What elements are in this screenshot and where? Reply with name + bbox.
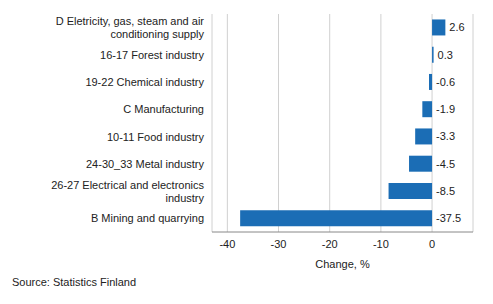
svg-text:0: 0: [429, 238, 435, 250]
svg-text:19-22 Chemical industry: 19-22 Chemical industry: [85, 76, 204, 88]
svg-text:-20: -20: [322, 238, 338, 250]
svg-text:C Manufacturing: C Manufacturing: [123, 103, 204, 115]
svg-text:-0.6: -0.6: [436, 76, 455, 88]
svg-text:10-11 Food industry: 10-11 Food industry: [107, 131, 205, 143]
svg-text:16-17 Forest industry: 16-17 Forest industry: [100, 49, 204, 61]
svg-text:-37.5: -37.5: [436, 212, 461, 224]
svg-text:-10: -10: [373, 238, 389, 250]
svg-text:-40: -40: [219, 238, 235, 250]
svg-text:D Eletricity, gas, steam and a: D Eletricity, gas, steam and airconditio…: [56, 15, 205, 40]
svg-text:Change, %: Change, %: [315, 258, 370, 270]
svg-text:-3.3: -3.3: [436, 130, 455, 142]
svg-text:-30: -30: [271, 238, 287, 250]
svg-text:24-30_33 Metal industry: 24-30_33 Metal industry: [86, 158, 205, 170]
svg-text:-4.5: -4.5: [436, 158, 455, 170]
svg-text:0.3: 0.3: [438, 49, 453, 61]
svg-text:-1.9: -1.9: [436, 103, 455, 115]
svg-text:-8.5: -8.5: [436, 185, 455, 197]
svg-text:26-27 Electrical and electroni: 26-27 Electrical and electronicsindustry: [51, 179, 204, 204]
svg-text:2.6: 2.6: [449, 21, 464, 33]
svg-text:B Mining and quarrying: B Mining and quarrying: [91, 212, 204, 224]
html-text:Source: Statistics Finland: Source: Statistics Finland: [12, 276, 137, 288]
